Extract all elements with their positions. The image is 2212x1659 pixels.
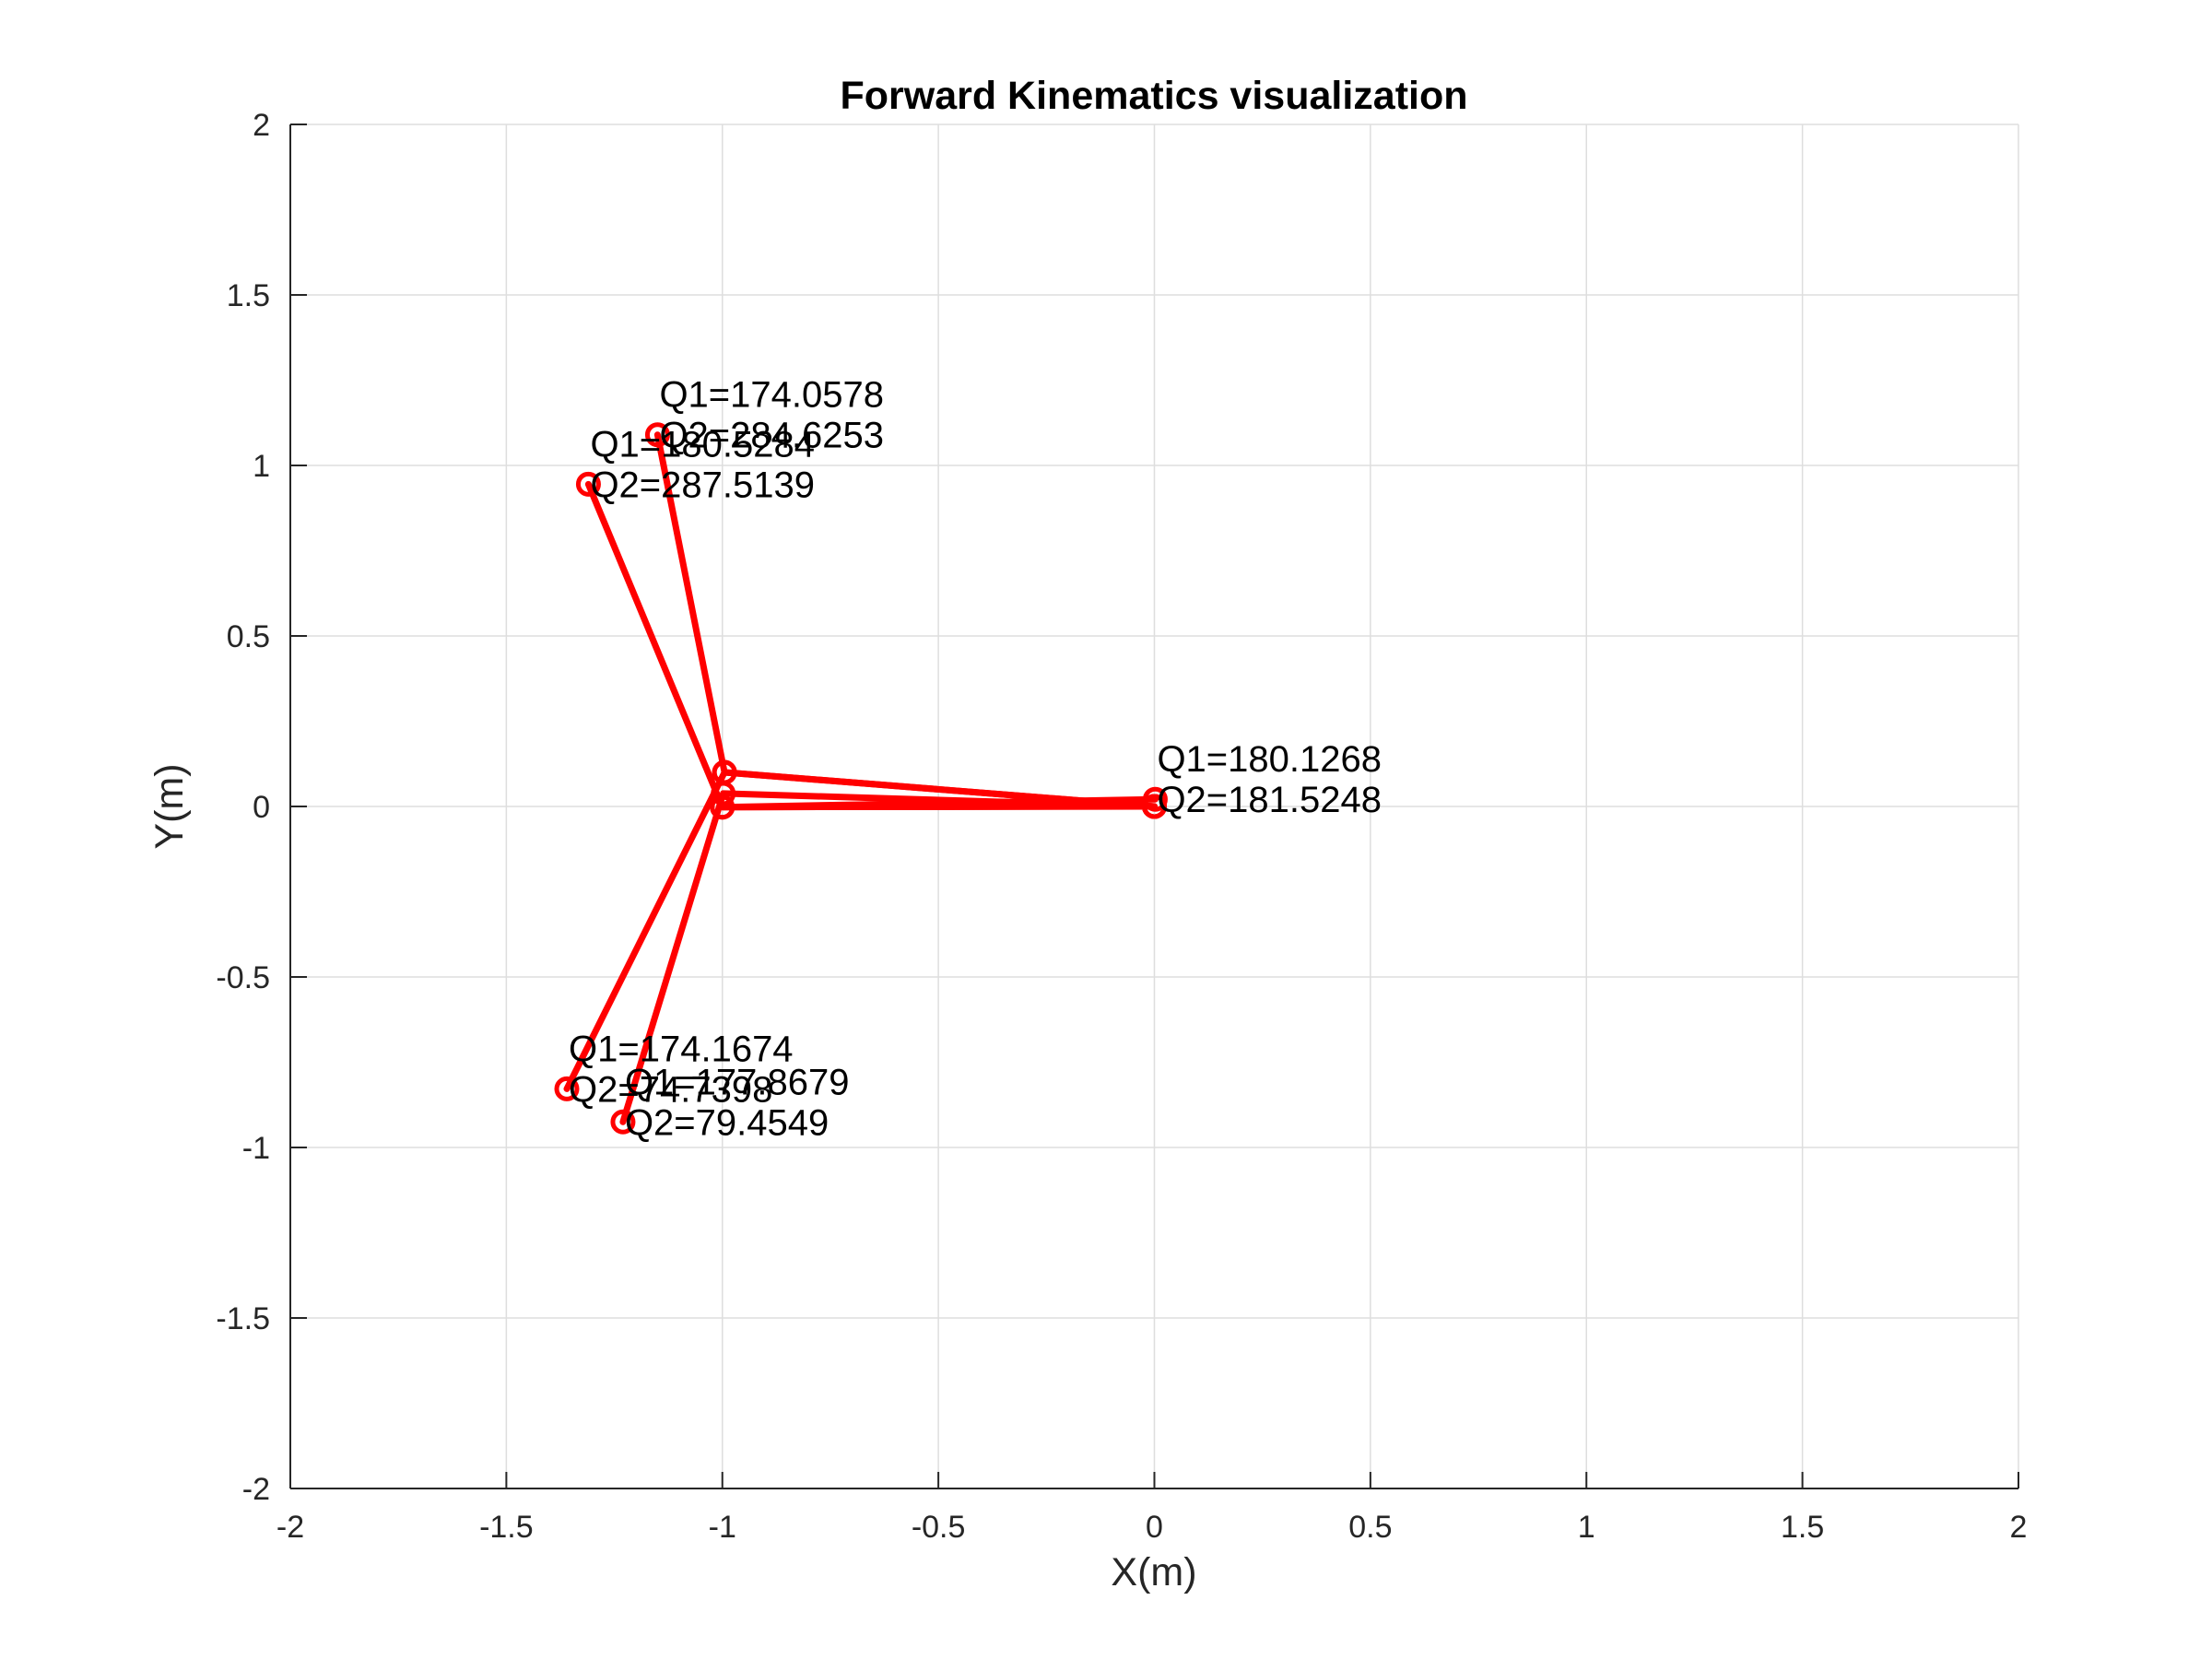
q1-label: Q1=180.1268 (1157, 739, 1382, 780)
joint-marker-4-1 (711, 781, 736, 806)
joint-marker-3-2 (554, 1076, 580, 1101)
x-tick-labels: -2 -1.5 -1 -0.5 0 0.5 1 1.5 2 (276, 1510, 2028, 1545)
joint-marker-4-2 (610, 1109, 636, 1135)
marker-group (554, 422, 1168, 1135)
x-tick-label: -1 (709, 1510, 736, 1545)
q2-label: Q2=181.5248 (1157, 780, 1382, 820)
x-tick-label: 0.5 (1348, 1510, 1392, 1545)
joint-marker-4-0 (1142, 794, 1167, 819)
chart-title: Forward Kinematics visualization (840, 74, 1467, 118)
joint-marker-0-2 (575, 471, 601, 497)
x-tick-label: -2 (276, 1510, 304, 1545)
y-tick-label: 1 (253, 449, 270, 484)
x-tick-label: -0.5 (912, 1510, 966, 1545)
arm-line-4 (619, 790, 1158, 1125)
arm-line-3 (563, 769, 1158, 1092)
x-axis-label: X(m) (1111, 1550, 1196, 1594)
x-tick-label: 0 (1146, 1510, 1163, 1545)
y-tick-label: -0.5 (216, 960, 270, 995)
y-tick-label: 2 (253, 108, 270, 143)
q2-label: Q2=284.6253 (659, 416, 884, 456)
x-tick-label: -1.5 (479, 1510, 534, 1545)
y-tick-label: 1.5 (227, 278, 270, 313)
y-axis-label: Y(m) (147, 763, 192, 849)
y-tick-labels: -2 -1.5 -1 -0.5 0 0.5 1 1.5 2 (216, 108, 270, 1507)
x-tick-label: 1.5 (1781, 1510, 1824, 1545)
grid-lines (289, 124, 2019, 1489)
q1-label: Q1=180.5284 (590, 424, 815, 465)
y-tick-label: -2 (242, 1472, 270, 1507)
q2-label: Q2=79.4549 (625, 1102, 829, 1143)
joint-marker-1-2 (644, 422, 670, 448)
y-tick-label: 0 (253, 790, 270, 825)
series-group (563, 431, 1159, 1125)
q1-label: Q1=174.1674 (569, 1029, 794, 1069)
q1-label: Q1=177.8679 (625, 1062, 850, 1102)
q2-label: Q2=74.7398 (569, 1069, 772, 1110)
joint-marker-2-1 (710, 794, 735, 820)
x-tick-label: 2 (2010, 1510, 2028, 1545)
tick-marks (289, 124, 2019, 1489)
y-tick-label: 0.5 (227, 619, 270, 654)
q1-label: Q1=174.0578 (659, 375, 884, 416)
x-tick-label: 1 (1578, 1510, 1595, 1545)
y-tick-label: -1 (242, 1131, 270, 1166)
y-tick-label: -1.5 (216, 1301, 270, 1336)
q2-label: Q2=287.5139 (590, 465, 815, 505)
